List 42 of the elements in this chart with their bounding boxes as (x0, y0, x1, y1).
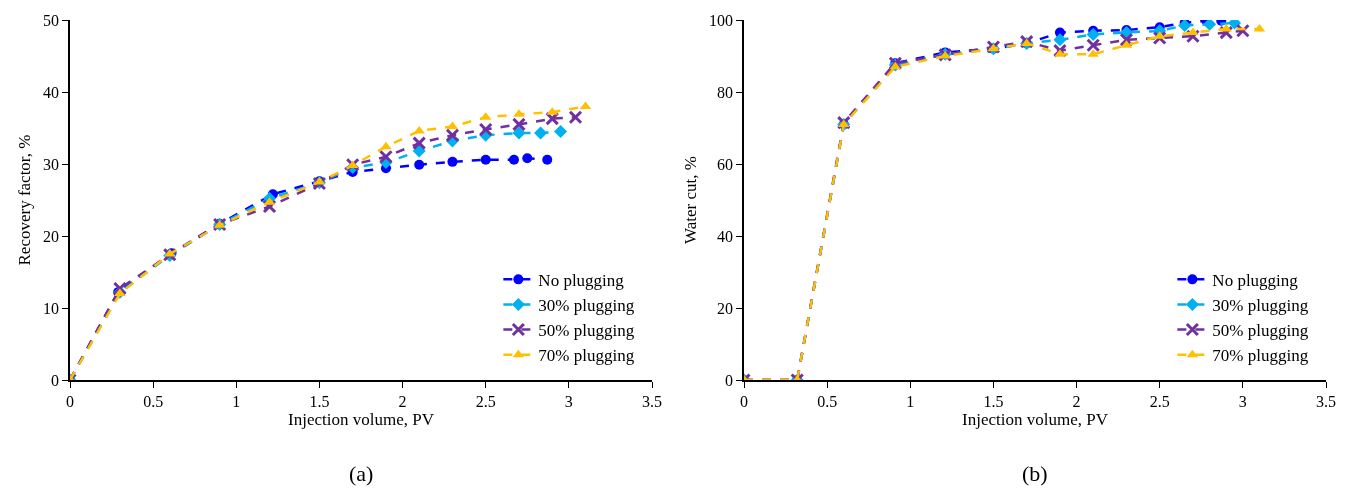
legend-label: 30% plugging (1212, 296, 1309, 316)
x-axis-title: Injection volume, PV (288, 409, 435, 429)
legend-label: No plugging (538, 270, 625, 290)
y-tick-label: 40 (717, 227, 734, 245)
legend-label: 50% plugging (1212, 321, 1309, 341)
legend-label: 50% plugging (538, 321, 635, 341)
x-tick-label: 0.5 (817, 392, 838, 410)
x-tick-label: 3 (1238, 392, 1247, 410)
y-tick-label: 80 (717, 83, 734, 101)
x-tick-label: 3.5 (642, 392, 662, 410)
x-axis-title: Injection volume, PV (962, 409, 1109, 429)
y-tick-label: 20 (43, 227, 60, 245)
y-axis-title: Water cut, % (681, 156, 701, 244)
x-tick-label: 1.5 (309, 392, 330, 410)
y-tick-label: 30 (43, 155, 60, 173)
x-tick-label: 2 (398, 392, 407, 410)
y-tick-label: 100 (709, 11, 734, 29)
x-tick-label: 1 (906, 392, 915, 410)
x-tick-label: 2.5 (1149, 392, 1170, 410)
legend-label: 70% plugging (538, 346, 635, 366)
text: (b) (1022, 461, 1048, 486)
legend-label: No plugging (1212, 270, 1299, 290)
y-tick-label: 0 (725, 371, 734, 389)
x-tick-label: 1.5 (983, 392, 1004, 410)
legend-label: 70% plugging (1212, 346, 1309, 366)
y-tick-label: 0 (51, 371, 60, 389)
x-tick-label: 0 (740, 392, 748, 410)
legend-label: 30% plugging (538, 296, 635, 316)
y-tick-label: 60 (717, 155, 734, 173)
text: (a) (349, 461, 374, 486)
y-tick-label: 20 (717, 299, 734, 317)
y-tick-label: 50 (43, 11, 60, 29)
x-tick-label: 3.5 (1316, 392, 1336, 410)
x-tick-label: 1 (232, 392, 241, 410)
y-axis-title: Recovery factor, % (15, 134, 35, 266)
x-tick-label: 3 (564, 392, 573, 410)
x-tick-label: 0 (66, 392, 74, 410)
y-tick-label: 40 (43, 83, 60, 101)
x-tick-label: 2 (1072, 392, 1081, 410)
y-tick-label: 10 (43, 299, 60, 317)
x-tick-label: 0.5 (143, 392, 164, 410)
x-tick-label: 2.5 (475, 392, 496, 410)
